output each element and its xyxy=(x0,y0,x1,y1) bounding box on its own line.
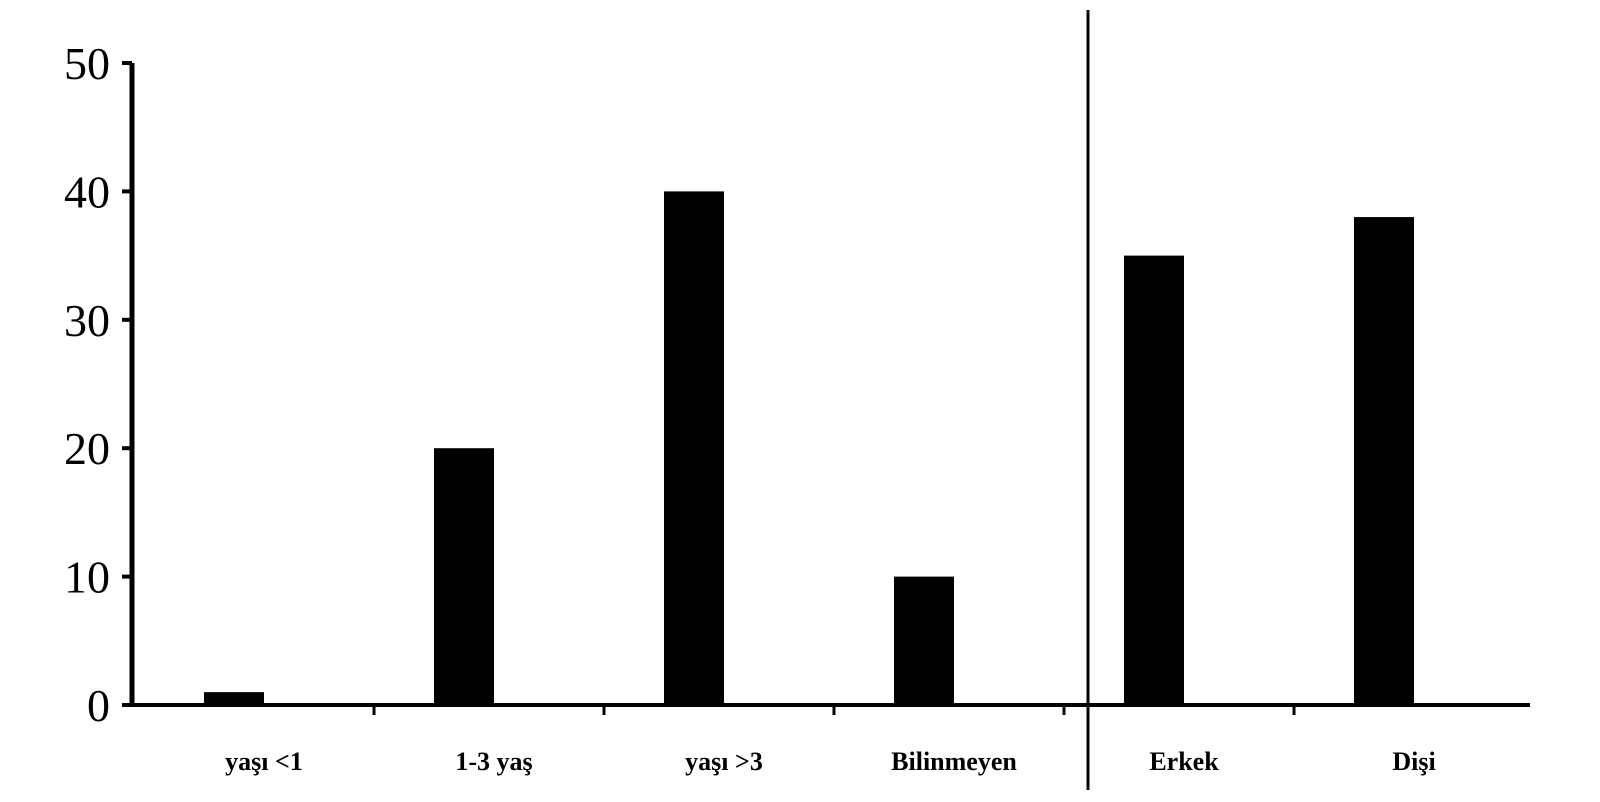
x-tick-label: Dişi xyxy=(1392,747,1435,776)
y-tick-label: 50 xyxy=(64,38,110,89)
bar xyxy=(664,191,724,705)
y-tick-label: 40 xyxy=(64,166,110,217)
bar xyxy=(1124,255,1184,705)
y-tick-label: 10 xyxy=(64,552,110,603)
x-tick-label: 1-3 yaş xyxy=(455,747,532,776)
x-tick-label: Erkek xyxy=(1149,747,1219,776)
y-tick-label: 0 xyxy=(87,680,110,731)
y-tick-label: 30 xyxy=(64,295,110,346)
bar xyxy=(204,692,264,705)
x-tick-label: yaşı >3 xyxy=(685,747,763,776)
bar xyxy=(1354,217,1414,705)
x-tick-label: yaşı <1 xyxy=(225,747,303,776)
y-axis-ticks: 0 10 20 30 40 50 xyxy=(64,38,132,731)
y-tick-label: 20 xyxy=(64,423,110,474)
x-axis-labels: yaşı <1 1-3 yaş yaşı >3 Bilinmeyen Erkek Dişi xyxy=(225,705,1436,776)
x-tick-label: Bilinmeyen xyxy=(891,747,1017,776)
bars xyxy=(204,191,1414,705)
bar xyxy=(894,576,954,705)
bar xyxy=(434,448,494,705)
